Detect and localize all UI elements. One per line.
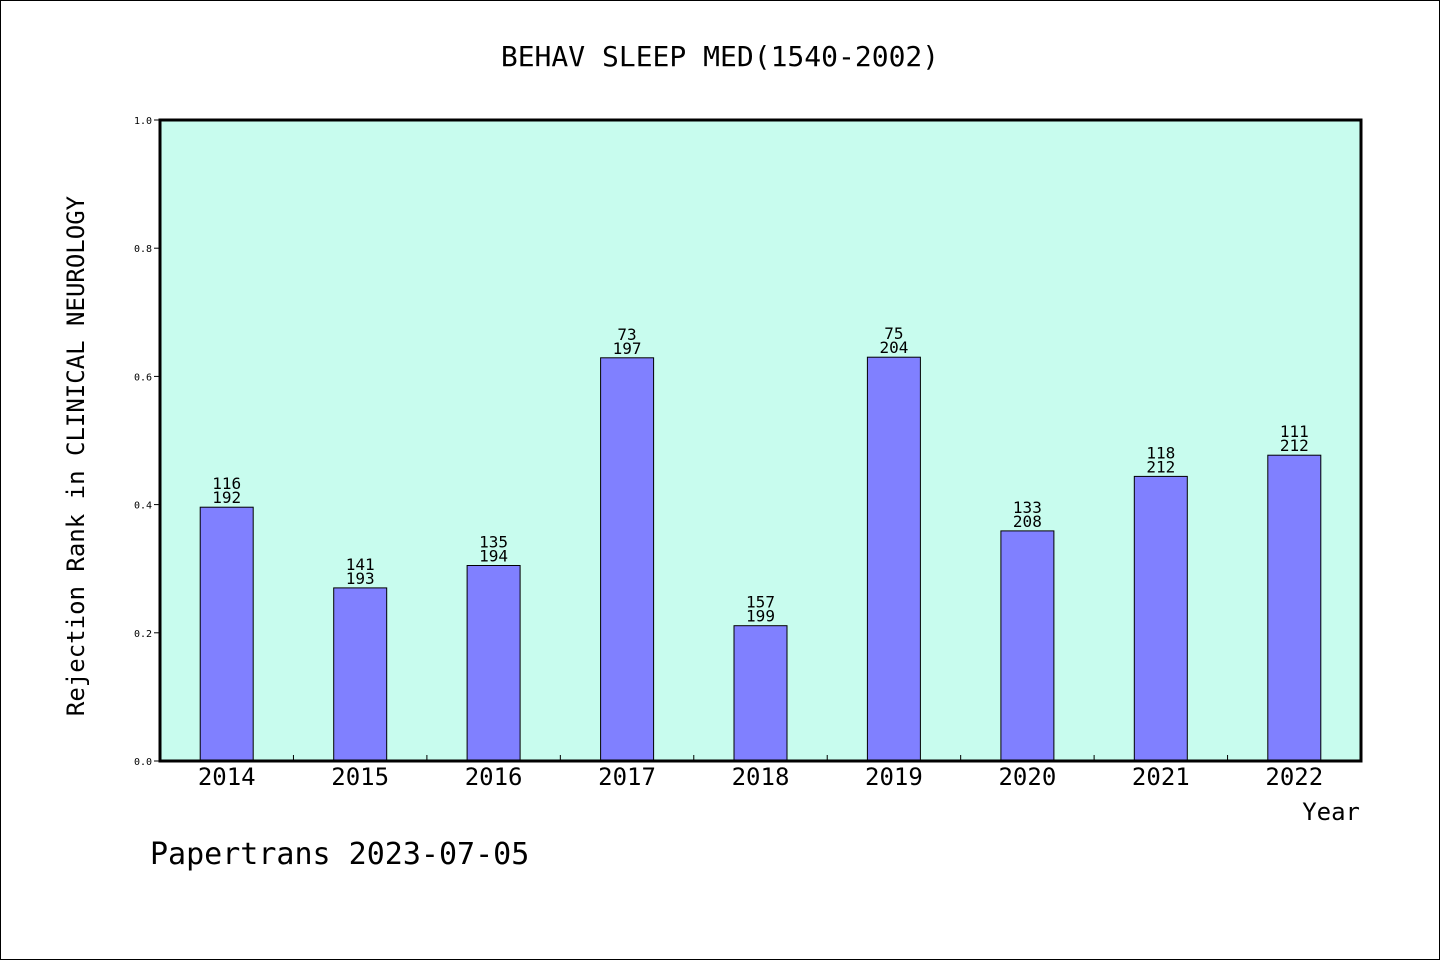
bar-label-top-2015: 141 [346,555,375,574]
bar-2015 [333,587,388,762]
bar-label-bottom-2020: 208 [1013,512,1042,531]
bar-label-bottom-2017: 197 [613,339,642,358]
x-tick-label-2018: 2018 [732,763,790,791]
x-tick-label-2015: 2015 [331,763,389,791]
x-tick-label-2021: 2021 [1132,763,1190,791]
y-tick-label-0.8: 0.8 [134,244,152,255]
bar-label-bottom-2021: 212 [1146,457,1175,476]
chart-title: BEHAV SLEEP MED(1540-2002) [501,40,939,73]
y-tick-label-0.0: 0.0 [134,757,152,768]
bar-label-bottom-2019: 204 [879,338,908,357]
bar-label-top-2016: 135 [479,533,508,552]
plot-border [158,118,1363,763]
bar-label-top-2021: 118 [1146,443,1175,462]
bar-label-bottom-2018: 199 [746,607,775,626]
bar-2014 [199,506,254,762]
y-tick-label-0.2: 0.2 [134,629,152,640]
y-tick-label-0.6: 0.6 [134,372,152,383]
y-axis: 0.0 0.2 0.4 0.6 0.8 1.0 [134,116,160,768]
bars [199,356,1322,762]
bar-label-top-2022: 111 [1280,422,1309,441]
x-axis-label: Year [1302,798,1360,826]
bar-2018 [733,625,788,762]
bar-2020 [1000,530,1055,762]
bar-label-top-2018: 157 [746,593,775,612]
y-tick-label-1.0: 1.0 [134,116,152,127]
x-tick-label-2019: 2019 [865,763,923,791]
bar-2021 [1133,475,1188,762]
footer-credit: Papertrans 2023-07-05 [150,837,529,872]
x-tick-label-2014: 2014 [198,763,256,791]
x-tick-label-2022: 2022 [1265,763,1323,791]
bar-2017 [600,357,655,762]
bar-label-top-2019: 75 [884,324,903,343]
bar-label-bottom-2022: 212 [1280,436,1309,455]
bar-2022 [1267,454,1322,762]
bar-label-bottom-2014: 192 [212,488,241,507]
x-tick-label-2020: 2020 [998,763,1056,791]
bar-label-top-2017: 73 [617,325,636,344]
bar-2016 [466,565,521,762]
bar-label-bottom-2016: 194 [479,547,508,566]
bar-2019 [866,356,921,762]
bar-label-top-2020: 133 [1013,498,1042,517]
x-axis: 2014 2015 2016 2017 2018 2019 2020 2021 2022 [198,755,1323,791]
bar-label-bottom-2015: 193 [346,569,375,588]
y-axis-label: Rejection Rank in CLINICAL NEUROLOGY [62,195,90,716]
x-tick-label-2017: 2017 [598,763,656,791]
bar-label-top-2014: 116 [212,474,241,493]
y-tick-label-0.4: 0.4 [134,501,152,512]
x-tick-label-2016: 2016 [465,763,523,791]
